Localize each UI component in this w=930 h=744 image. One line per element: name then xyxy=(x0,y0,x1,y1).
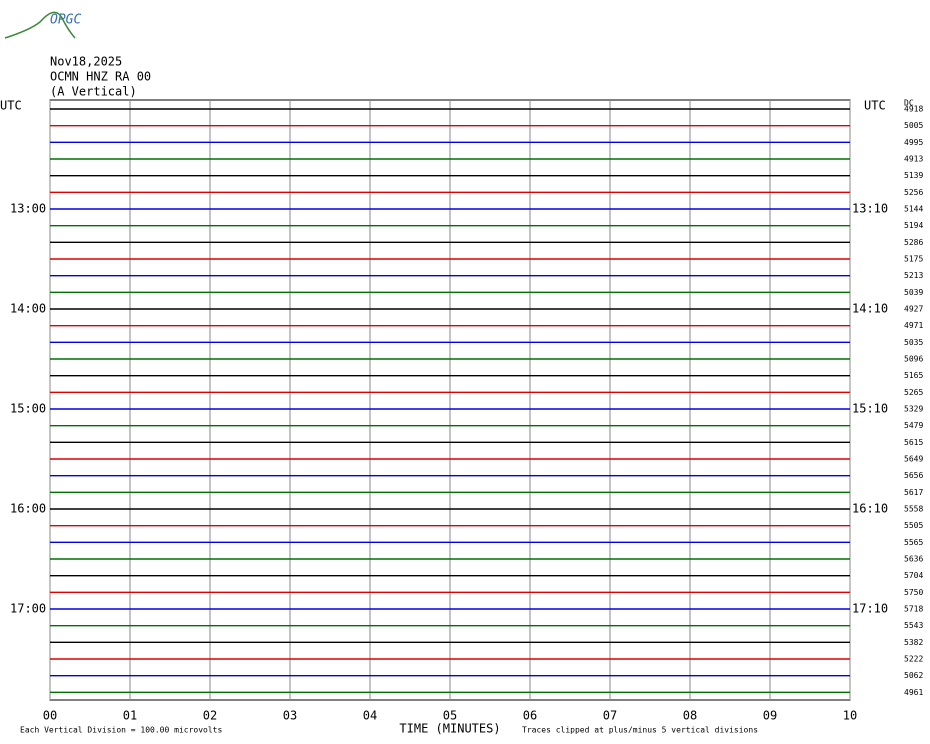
x-tick-label: 06 xyxy=(523,709,537,723)
station: OCMN HNZ RA 00 xyxy=(50,70,151,84)
dc-label: 4918 xyxy=(904,105,923,114)
dc-label: 5649 xyxy=(904,455,923,464)
logo-mountain xyxy=(4,11,76,39)
right-header: UTC xyxy=(864,99,886,113)
hour-label-left: 15:00 xyxy=(10,402,46,416)
hour-label-right: 13:10 xyxy=(852,202,888,216)
left-header: UTC xyxy=(0,99,22,113)
dc-label: 5565 xyxy=(904,538,923,547)
scale-note: Each Vertical Division = 100.00 microvol… xyxy=(20,726,222,735)
dc-label: 5213 xyxy=(904,271,923,280)
dc-label: 5194 xyxy=(904,221,923,230)
logo: OPGC xyxy=(50,13,81,28)
x-tick-label: 10 xyxy=(843,709,857,723)
dc-label: 5704 xyxy=(904,571,923,580)
dc-label: 5750 xyxy=(904,588,923,597)
component: (A Vertical) xyxy=(50,85,137,99)
dc-label: 5265 xyxy=(904,388,923,397)
dc-label: 5139 xyxy=(904,171,923,180)
x-tick-label: 09 xyxy=(763,709,777,723)
hour-label-right: 16:10 xyxy=(852,502,888,516)
dc-label: 5062 xyxy=(904,671,923,680)
dc-label: 4995 xyxy=(904,138,923,147)
dc-label: 5615 xyxy=(904,438,923,447)
x-tick-label: 04 xyxy=(363,709,377,723)
x-tick-label: 05 xyxy=(443,709,457,723)
x-tick-label: 03 xyxy=(283,709,297,723)
x-axis-label: TIME (MINUTES) xyxy=(399,722,500,736)
dc-label: 5165 xyxy=(904,371,923,380)
dc-label: 5617 xyxy=(904,488,923,497)
hour-label-right: 15:10 xyxy=(852,402,888,416)
dc-header: DC xyxy=(904,99,914,108)
dc-label: 5543 xyxy=(904,621,923,630)
hour-label-left: 13:00 xyxy=(10,202,46,216)
hour-label-left: 16:00 xyxy=(10,502,46,516)
dc-label: 4961 xyxy=(904,688,923,697)
dc-label: 5479 xyxy=(904,421,923,430)
hour-label-right: 17:10 xyxy=(852,602,888,616)
dc-label: 5005 xyxy=(904,121,923,130)
date: Nov18,2025 xyxy=(50,55,122,69)
dc-label: 5256 xyxy=(904,188,923,197)
dc-label: 4927 xyxy=(904,305,923,314)
x-tick-label: 07 xyxy=(603,709,617,723)
dc-label: 5329 xyxy=(904,405,923,414)
x-tick-label: 00 xyxy=(43,709,57,723)
dc-label: 5035 xyxy=(904,338,923,347)
dc-label: 5382 xyxy=(904,638,923,647)
dc-label: 5286 xyxy=(904,238,923,247)
hour-label-right: 14:10 xyxy=(852,302,888,316)
dc-label: 4971 xyxy=(904,321,923,330)
x-tick-label: 02 xyxy=(203,709,217,723)
dc-label: 5718 xyxy=(904,605,923,614)
dc-label: 5656 xyxy=(904,471,923,480)
dc-label: 4913 xyxy=(904,155,923,164)
x-tick-label: 01 xyxy=(123,709,137,723)
clip-note: Traces clipped at plus/minus 5 vertical … xyxy=(522,726,758,735)
x-tick-label: 08 xyxy=(683,709,697,723)
dc-label: 5175 xyxy=(904,255,923,264)
dc-label: 5144 xyxy=(904,205,923,214)
dc-label: 5558 xyxy=(904,505,923,514)
dc-label: 5096 xyxy=(904,355,923,364)
dc-label: 5039 xyxy=(904,288,923,297)
dc-label: 5505 xyxy=(904,521,923,530)
dc-label: 5222 xyxy=(904,655,923,664)
dc-label: 5636 xyxy=(904,555,923,564)
hour-label-left: 14:00 xyxy=(10,302,46,316)
hour-label-left: 17:00 xyxy=(10,602,46,616)
